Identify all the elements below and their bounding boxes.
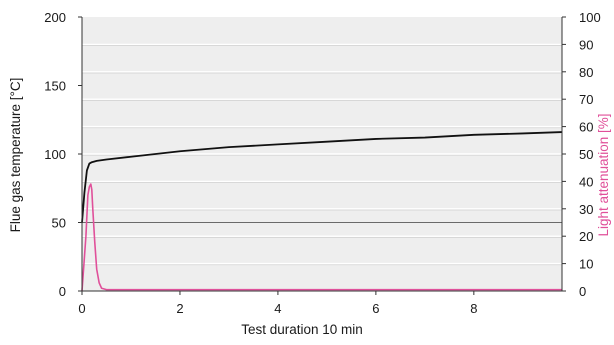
x-tick-label: 2 (176, 301, 183, 316)
y-tick-label: 150 (44, 79, 66, 94)
y2-tick-label: 70 (579, 92, 593, 107)
y2-tick-label: 60 (579, 120, 593, 135)
y2-tick-label: 10 (579, 257, 593, 272)
y-tick-label: 0 (59, 284, 66, 299)
x-axis-label: Test duration 10 min (241, 322, 363, 337)
x-tick-label: 4 (274, 301, 281, 316)
series-layer (81, 131, 563, 292)
y-axis-label: Flue gas temperature [°C] (8, 78, 23, 233)
y2-tick-label: 80 (579, 65, 593, 80)
y2-tick-label: 90 (579, 37, 593, 52)
y2-tick-label: 50 (579, 147, 593, 162)
y2-tick-label: 20 (579, 229, 593, 244)
y-tick-label: 50 (52, 216, 66, 231)
light-attenuation-line (81, 183, 562, 292)
axes (78, 16, 566, 295)
y-tick-label: 100 (44, 147, 66, 162)
y2-tick-label: 30 (579, 202, 593, 217)
y-tick-label: 200 (44, 10, 66, 25)
y2-tick-label: 0 (579, 284, 586, 299)
x-tick-label: 8 (470, 301, 477, 316)
flue-gas-temperature-line (81, 131, 563, 223)
y2-tick-label: 100 (579, 10, 601, 25)
x-tick-label: 0 (78, 301, 85, 316)
y2-axis-label: Light attenuation [%] (596, 113, 611, 236)
y2-tick-label: 40 (579, 174, 593, 189)
x-tick-label: 6 (372, 301, 379, 316)
